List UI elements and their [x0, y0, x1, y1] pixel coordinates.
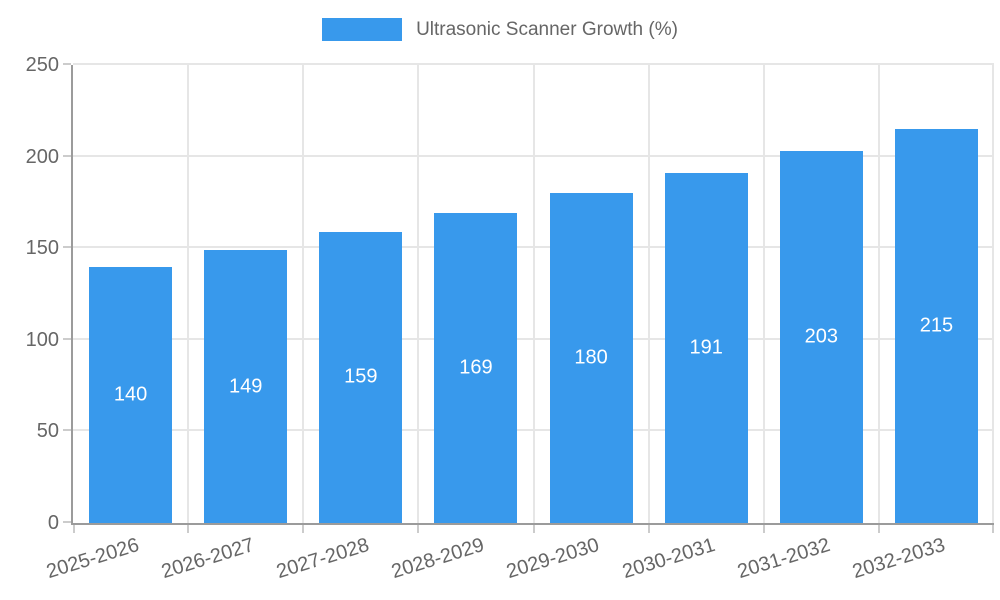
y-axis-tick [63, 63, 71, 65]
bar-value-label: 140 [113, 383, 148, 406]
bar[interactable]: 215 [894, 129, 978, 523]
y-axis-tick [63, 246, 71, 249]
bar-value-label: 180 [574, 346, 608, 369]
gridline-horizontal [73, 63, 994, 65]
bar-value-label: 149 [229, 375, 263, 398]
bar[interactable]: 180 [549, 193, 633, 523]
y-tick-label: 50 [36, 420, 59, 443]
bar[interactable]: 140 [89, 266, 173, 523]
x-tick-label: 2029-2030 [504, 534, 603, 584]
x-axis-tick [762, 525, 765, 533]
x-axis-tick [417, 525, 420, 533]
x-axis-line [71, 523, 994, 525]
gridline-vertical [417, 65, 420, 523]
y-axis-line [71, 65, 73, 523]
x-axis-tick [647, 525, 650, 533]
x-tick-label: 2031-2032 [734, 534, 833, 584]
y-tick-label: 200 [25, 145, 59, 168]
legend-label: Ultrasonic Scanner Growth (%) [416, 19, 678, 40]
x-tick-label: 2028-2029 [389, 534, 488, 584]
bar-value-label: 159 [344, 365, 378, 388]
y-tick-label: 0 [47, 512, 59, 534]
bar[interactable]: 203 [779, 151, 863, 523]
x-axis-tick [532, 525, 535, 533]
x-tick-label: 2027-2028 [274, 534, 372, 584]
gridline-vertical [647, 65, 650, 523]
y-tick-label: 100 [25, 328, 59, 351]
y-axis-tick [63, 521, 71, 523]
bar-value-label: 215 [919, 314, 954, 337]
gridline-vertical [302, 65, 305, 523]
x-axis-tick [877, 525, 880, 533]
gridline-vertical [187, 65, 190, 523]
y-axis-tick [63, 337, 71, 340]
x-tick-label: 2025-2026 [43, 534, 142, 584]
bar-value-label: 203 [804, 325, 838, 348]
y-axis-tick [63, 154, 71, 157]
gridline-vertical [762, 65, 765, 523]
gridline-vertical [877, 65, 880, 523]
x-axis-tick [302, 525, 305, 533]
y-axis-tick [63, 429, 71, 432]
bar-value-label: 191 [689, 336, 723, 359]
bar[interactable]: 191 [664, 173, 748, 523]
gridline-vertical [992, 65, 994, 523]
legend-item[interactable]: Ultrasonic Scanner Growth (%) [0, 18, 1000, 41]
y-tick-label: 150 [25, 237, 59, 260]
bar[interactable]: 169 [434, 213, 518, 523]
x-axis-tick [992, 525, 994, 533]
x-tick-label: 2026-2027 [158, 534, 257, 584]
x-axis-tick [73, 525, 75, 533]
gridline-vertical [532, 65, 535, 523]
x-tick-label: 2030-2031 [619, 534, 718, 584]
plot-area: 0 50 100 150 200 250 140 149 159 169 180 191 203 215 2… [26, 55, 994, 583]
legend-swatch [322, 18, 403, 41]
x-tick-label: 2032-2033 [849, 534, 948, 584]
x-axis-tick [187, 525, 190, 533]
y-tick-label: 250 [25, 54, 59, 76]
bar[interactable]: 159 [319, 231, 403, 523]
bar[interactable]: 149 [204, 250, 288, 523]
bar-value-label: 169 [459, 356, 493, 379]
